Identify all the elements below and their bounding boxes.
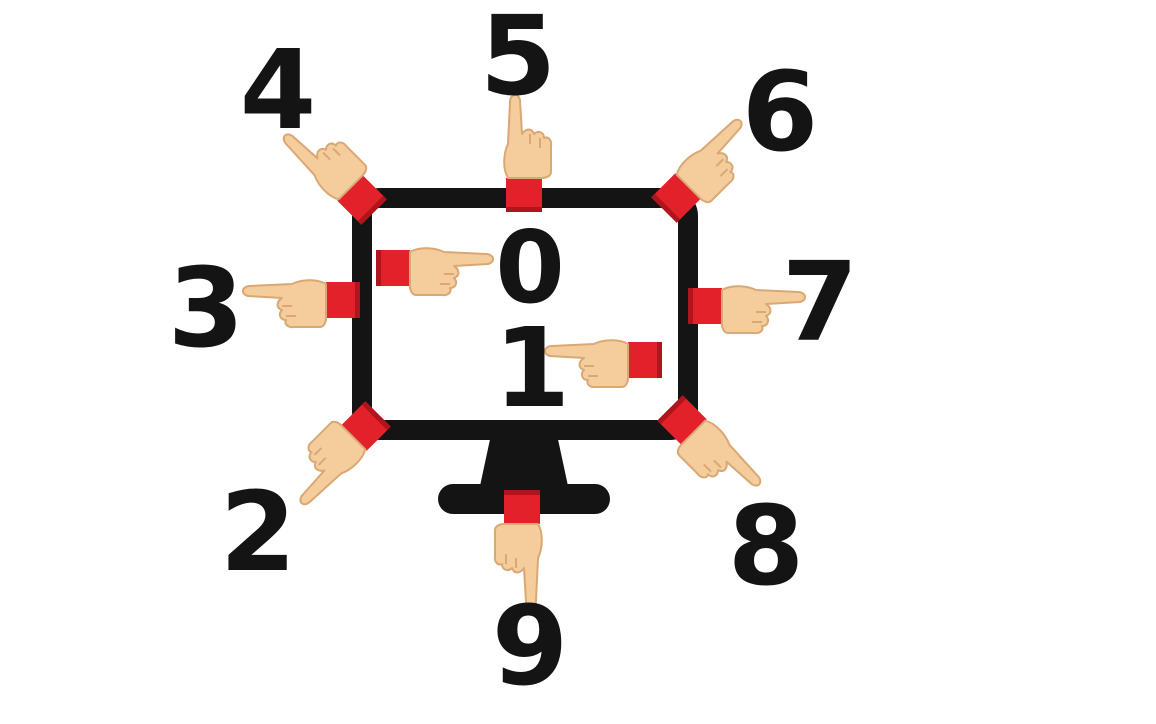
digit-zero: 0: [495, 209, 565, 326]
digit-five: 5: [480, 0, 557, 120]
digit-nine: 9: [492, 582, 569, 710]
monitor-neck: [480, 430, 568, 486]
digit-one: 1: [494, 304, 571, 432]
pointing-hand-icon: [241, 279, 361, 329]
digit-eight: 8: [728, 482, 805, 610]
digit-three: 3: [168, 244, 245, 372]
digit-six: 6: [742, 48, 819, 176]
digit-four: 4: [240, 26, 317, 154]
digit-two: 2: [220, 468, 297, 596]
digit-seven: 7: [782, 238, 859, 366]
